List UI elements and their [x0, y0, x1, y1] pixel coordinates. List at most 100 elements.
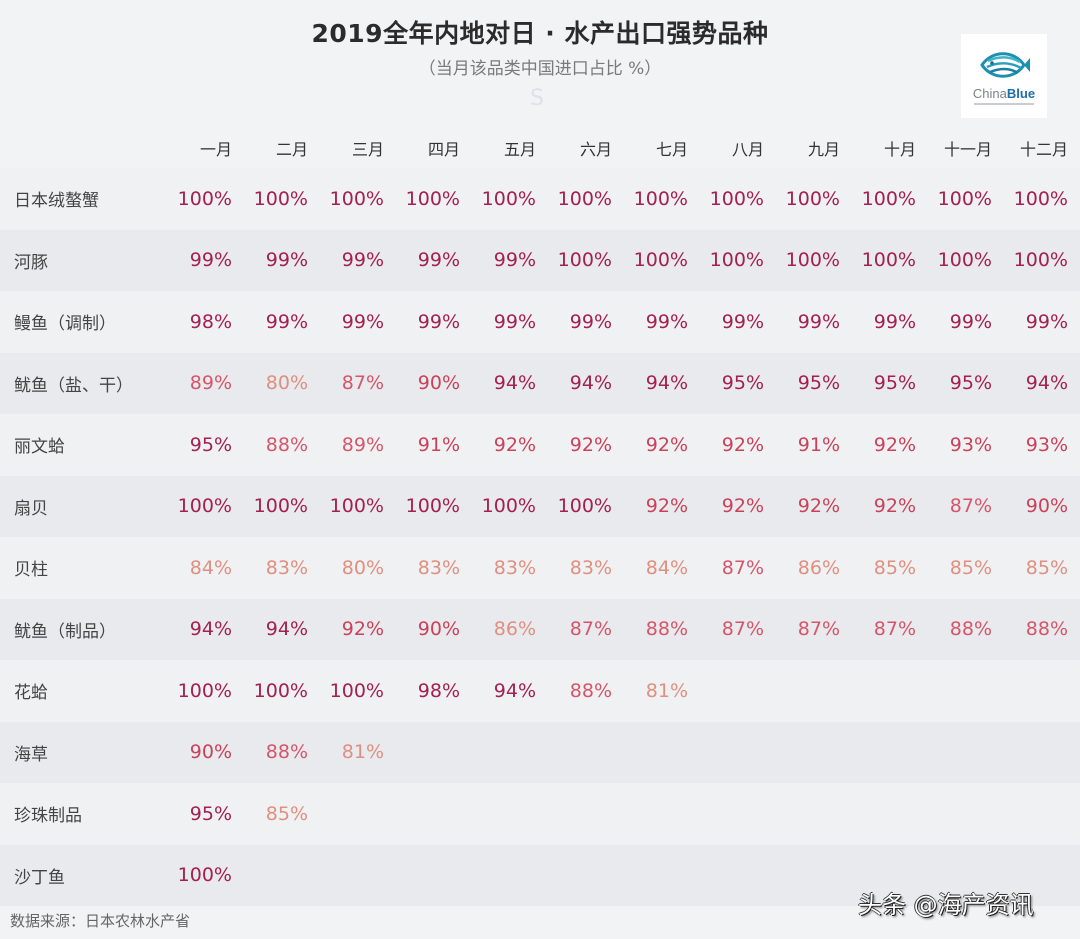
value-cell: 100% — [937, 249, 992, 272]
data-table: 一月 二月 三月 四月 五月 六月 七月 八月 九月 十月 十一月 十二月 日本绒螯蟹 100% 100%… — [0, 128, 1080, 906]
value-cell — [992, 722, 1068, 784]
value-cell: 95% — [873, 372, 916, 395]
month-header: 九月 — [807, 140, 840, 159]
month-header: 一月 — [199, 140, 232, 159]
value-cell: 92% — [645, 495, 688, 518]
value-cell: 92% — [645, 433, 688, 456]
value-cell — [536, 845, 612, 907]
table-row: 沙丁鱼 100% — [0, 844, 1080, 907]
value-cell: 100% — [861, 249, 916, 272]
value-cell — [688, 783, 764, 845]
value-cell — [232, 845, 308, 907]
value-cell — [460, 783, 536, 845]
value-cell: 100% — [785, 187, 840, 210]
month-header: 二月 — [275, 140, 308, 159]
value-cell: 80% — [265, 372, 308, 395]
value-cell — [384, 722, 460, 784]
value-cell — [612, 783, 688, 845]
value-cell: 87% — [949, 495, 992, 518]
value-cell: 94% — [493, 679, 536, 702]
value-cell — [764, 845, 840, 907]
value-cell: 92% — [873, 433, 916, 456]
month-header-row: 一月 二月 三月 四月 五月 六月 七月 八月 九月 十月 十一月 十二月 — [0, 128, 1080, 168]
value-cell: 100% — [329, 495, 384, 518]
month-header: 四月 — [427, 140, 460, 159]
value-cell: 95% — [797, 372, 840, 395]
value-cell: 85% — [873, 556, 916, 579]
value-cell: 100% — [557, 495, 612, 518]
value-cell: 100% — [633, 249, 688, 272]
table-row: 丽文蛤 95% 88% 89% 91% 92% 92% 92% 92% 91% 92% 93% 93% — [0, 414, 1080, 476]
value-cell: 98% — [189, 310, 232, 333]
value-cell: 100% — [785, 249, 840, 272]
value-cell: 92% — [341, 618, 384, 641]
month-header: 八月 — [731, 140, 764, 159]
value-cell: 88% — [645, 618, 688, 641]
value-cell: 88% — [1025, 618, 1068, 641]
toutiao-watermark: 头条 @海产资讯 — [858, 891, 1034, 919]
value-cell — [688, 722, 764, 784]
value-cell — [992, 660, 1068, 722]
value-cell — [612, 722, 688, 784]
value-cell — [536, 783, 612, 845]
value-cell: 99% — [645, 310, 688, 333]
value-cell: 85% — [1025, 556, 1068, 579]
table-row: 花蛤 100% 100% 100% 98% 94% 88% 81% — [0, 660, 1080, 722]
value-cell: 100% — [177, 864, 232, 887]
value-cell: 92% — [797, 495, 840, 518]
value-cell: 92% — [569, 433, 612, 456]
row-label: 丽文蛤 — [14, 437, 65, 458]
value-cell — [840, 660, 916, 722]
value-cell: 93% — [1025, 433, 1068, 456]
table-row: 日本绒螯蟹 100% 100% 100% 100% 100% 100% 100% 100% 100… — [0, 168, 1080, 230]
value-cell: 92% — [873, 495, 916, 518]
value-cell: 100% — [177, 679, 232, 702]
value-cell: 95% — [949, 372, 992, 395]
value-cell — [688, 660, 764, 722]
value-cell: 100% — [937, 187, 992, 210]
value-cell: 94% — [1025, 372, 1068, 395]
logo-tagline-bar — [974, 102, 1034, 105]
value-cell: 83% — [265, 556, 308, 579]
value-cell: 100% — [481, 495, 536, 518]
value-cell — [384, 783, 460, 845]
value-cell: 84% — [189, 556, 232, 579]
value-cell: 86% — [493, 618, 536, 641]
value-cell: 94% — [493, 372, 536, 395]
row-label: 鱿鱼（盐、干） — [14, 375, 133, 396]
value-cell: 100% — [633, 187, 688, 210]
value-cell: 87% — [873, 618, 916, 641]
value-cell — [840, 783, 916, 845]
value-cell: 87% — [721, 618, 764, 641]
table-row: 河豚 99% 99% 99% 99% 99% 100% 100% 100% 100% 100% 100… — [0, 229, 1080, 291]
value-cell: 83% — [493, 556, 536, 579]
value-cell: 94% — [265, 618, 308, 641]
value-cell: 94% — [645, 372, 688, 395]
value-cell: 87% — [569, 618, 612, 641]
value-cell: 88% — [265, 433, 308, 456]
value-cell: 90% — [417, 618, 460, 641]
value-cell: 94% — [189, 618, 232, 641]
table-row: 海草 90% 88% 81% — [0, 721, 1080, 784]
value-cell — [460, 845, 536, 907]
value-cell: 93% — [949, 433, 992, 456]
value-cell: 100% — [557, 187, 612, 210]
value-cell: 100% — [253, 187, 308, 210]
value-cell: 85% — [949, 556, 992, 579]
value-cell — [916, 660, 992, 722]
value-cell: 81% — [645, 679, 688, 702]
value-cell — [612, 845, 688, 907]
value-cell: 100% — [709, 187, 764, 210]
value-cell: 99% — [341, 249, 384, 272]
value-cell: 94% — [569, 372, 612, 395]
value-cell: 100% — [405, 187, 460, 210]
value-cell: 99% — [493, 249, 536, 272]
value-cell: 99% — [493, 310, 536, 333]
value-cell: 81% — [341, 741, 384, 764]
value-cell: 90% — [417, 372, 460, 395]
value-cell: 100% — [177, 495, 232, 518]
value-cell: 99% — [873, 310, 916, 333]
month-header: 三月 — [351, 140, 384, 159]
value-cell: 84% — [645, 556, 688, 579]
row-label: 鳗鱼（调制） — [14, 314, 116, 335]
